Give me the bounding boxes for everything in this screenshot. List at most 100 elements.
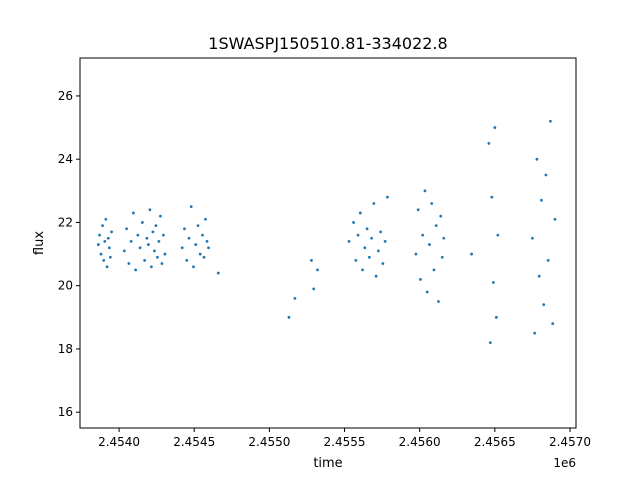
data-point	[442, 236, 446, 240]
data-point	[207, 246, 210, 250]
data-point	[98, 233, 101, 237]
data-point	[136, 233, 140, 237]
data-point	[533, 331, 537, 335]
data-point	[381, 262, 385, 265]
data-point	[414, 252, 418, 256]
data-point	[385, 195, 389, 199]
data-point	[154, 224, 158, 228]
data-point	[202, 255, 206, 259]
data-point	[293, 296, 297, 300]
data-point	[189, 205, 193, 209]
data-point	[127, 262, 131, 265]
data-point	[425, 290, 429, 294]
data-point	[205, 240, 209, 243]
data-point	[546, 258, 550, 262]
data-point	[101, 224, 104, 228]
x-tick-label: 2.4570	[549, 435, 591, 449]
data-point	[160, 262, 164, 265]
y-tick-label: 26	[58, 89, 73, 103]
data-point	[198, 252, 202, 256]
data-point	[374, 274, 378, 278]
plot-frame	[79, 57, 577, 429]
data-point	[105, 265, 109, 269]
data-point	[439, 214, 443, 218]
data-point	[180, 246, 184, 250]
data-point	[432, 268, 436, 272]
data-point	[110, 230, 113, 234]
data-point	[146, 243, 150, 246]
data-point	[372, 202, 376, 205]
data-point	[490, 195, 494, 199]
data-point	[125, 227, 128, 231]
data-point	[159, 214, 162, 218]
data-point	[358, 211, 362, 215]
data-point	[157, 240, 161, 243]
data-point	[107, 246, 111, 250]
data-point	[537, 274, 541, 278]
data-point	[488, 341, 492, 345]
data-point	[140, 221, 144, 224]
data-point	[134, 268, 138, 272]
x-tick-label: 2.4565	[474, 435, 516, 449]
data-point	[376, 249, 380, 253]
x-tick-label: 2.4550	[248, 435, 290, 449]
data-point	[149, 265, 153, 269]
data-point	[440, 255, 444, 259]
data-point	[416, 208, 420, 212]
data-point	[542, 303, 546, 307]
data-point	[419, 277, 422, 281]
data-point	[354, 258, 358, 262]
data-point	[493, 126, 497, 129]
data-point	[216, 271, 220, 275]
data-point	[194, 243, 198, 246]
data-point	[185, 258, 189, 262]
data-point	[356, 233, 360, 237]
data-point	[535, 157, 539, 161]
data-point	[153, 249, 156, 253]
x-tick-label: 2.4545	[173, 435, 215, 449]
x-tick-label: 2.4555	[324, 435, 366, 449]
data-point	[183, 227, 186, 231]
data-point	[361, 268, 364, 272]
data-point	[363, 246, 367, 250]
data-point	[494, 315, 498, 319]
y-axis-label: flux	[32, 231, 47, 255]
y-axis-ticks: 16 18 20 22 24 26	[58, 89, 80, 419]
data-point	[379, 230, 383, 234]
data-point	[138, 246, 142, 250]
y-tick-label: 20	[58, 279, 73, 293]
data-point	[491, 281, 495, 284]
data-point	[540, 198, 543, 202]
chart-title: 1SWASPJ150510.81-334022.8	[208, 34, 447, 53]
x-axis-offset-label: 1e6	[553, 456, 576, 470]
data-point	[99, 252, 103, 256]
y-tick-label: 16	[58, 405, 73, 419]
data-point	[108, 255, 112, 259]
data-point	[96, 243, 100, 246]
data-point	[196, 224, 200, 228]
data-point	[423, 189, 427, 193]
data-point	[367, 255, 371, 259]
data-point	[151, 230, 155, 234]
data-point	[310, 258, 313, 262]
data-points-layer	[96, 119, 557, 345]
data-point	[122, 249, 126, 253]
data-point	[421, 233, 425, 237]
data-point	[106, 236, 110, 240]
data-point	[103, 240, 107, 243]
y-tick-label: 24	[58, 152, 73, 166]
data-point	[143, 258, 147, 262]
data-point	[383, 240, 387, 243]
x-axis-ticks: 2.4540 2.4545 2.4550 2.4555 2.4560 2.4565 2.45…	[98, 428, 591, 449]
data-point	[487, 141, 491, 145]
data-point	[187, 236, 191, 240]
data-point	[316, 268, 319, 272]
data-point	[204, 217, 207, 221]
data-point	[156, 255, 159, 259]
data-point	[549, 119, 552, 123]
data-point	[148, 208, 152, 212]
y-tick-label: 18	[58, 342, 73, 356]
data-point	[163, 252, 167, 256]
x-tick-label: 2.4540	[98, 435, 140, 449]
